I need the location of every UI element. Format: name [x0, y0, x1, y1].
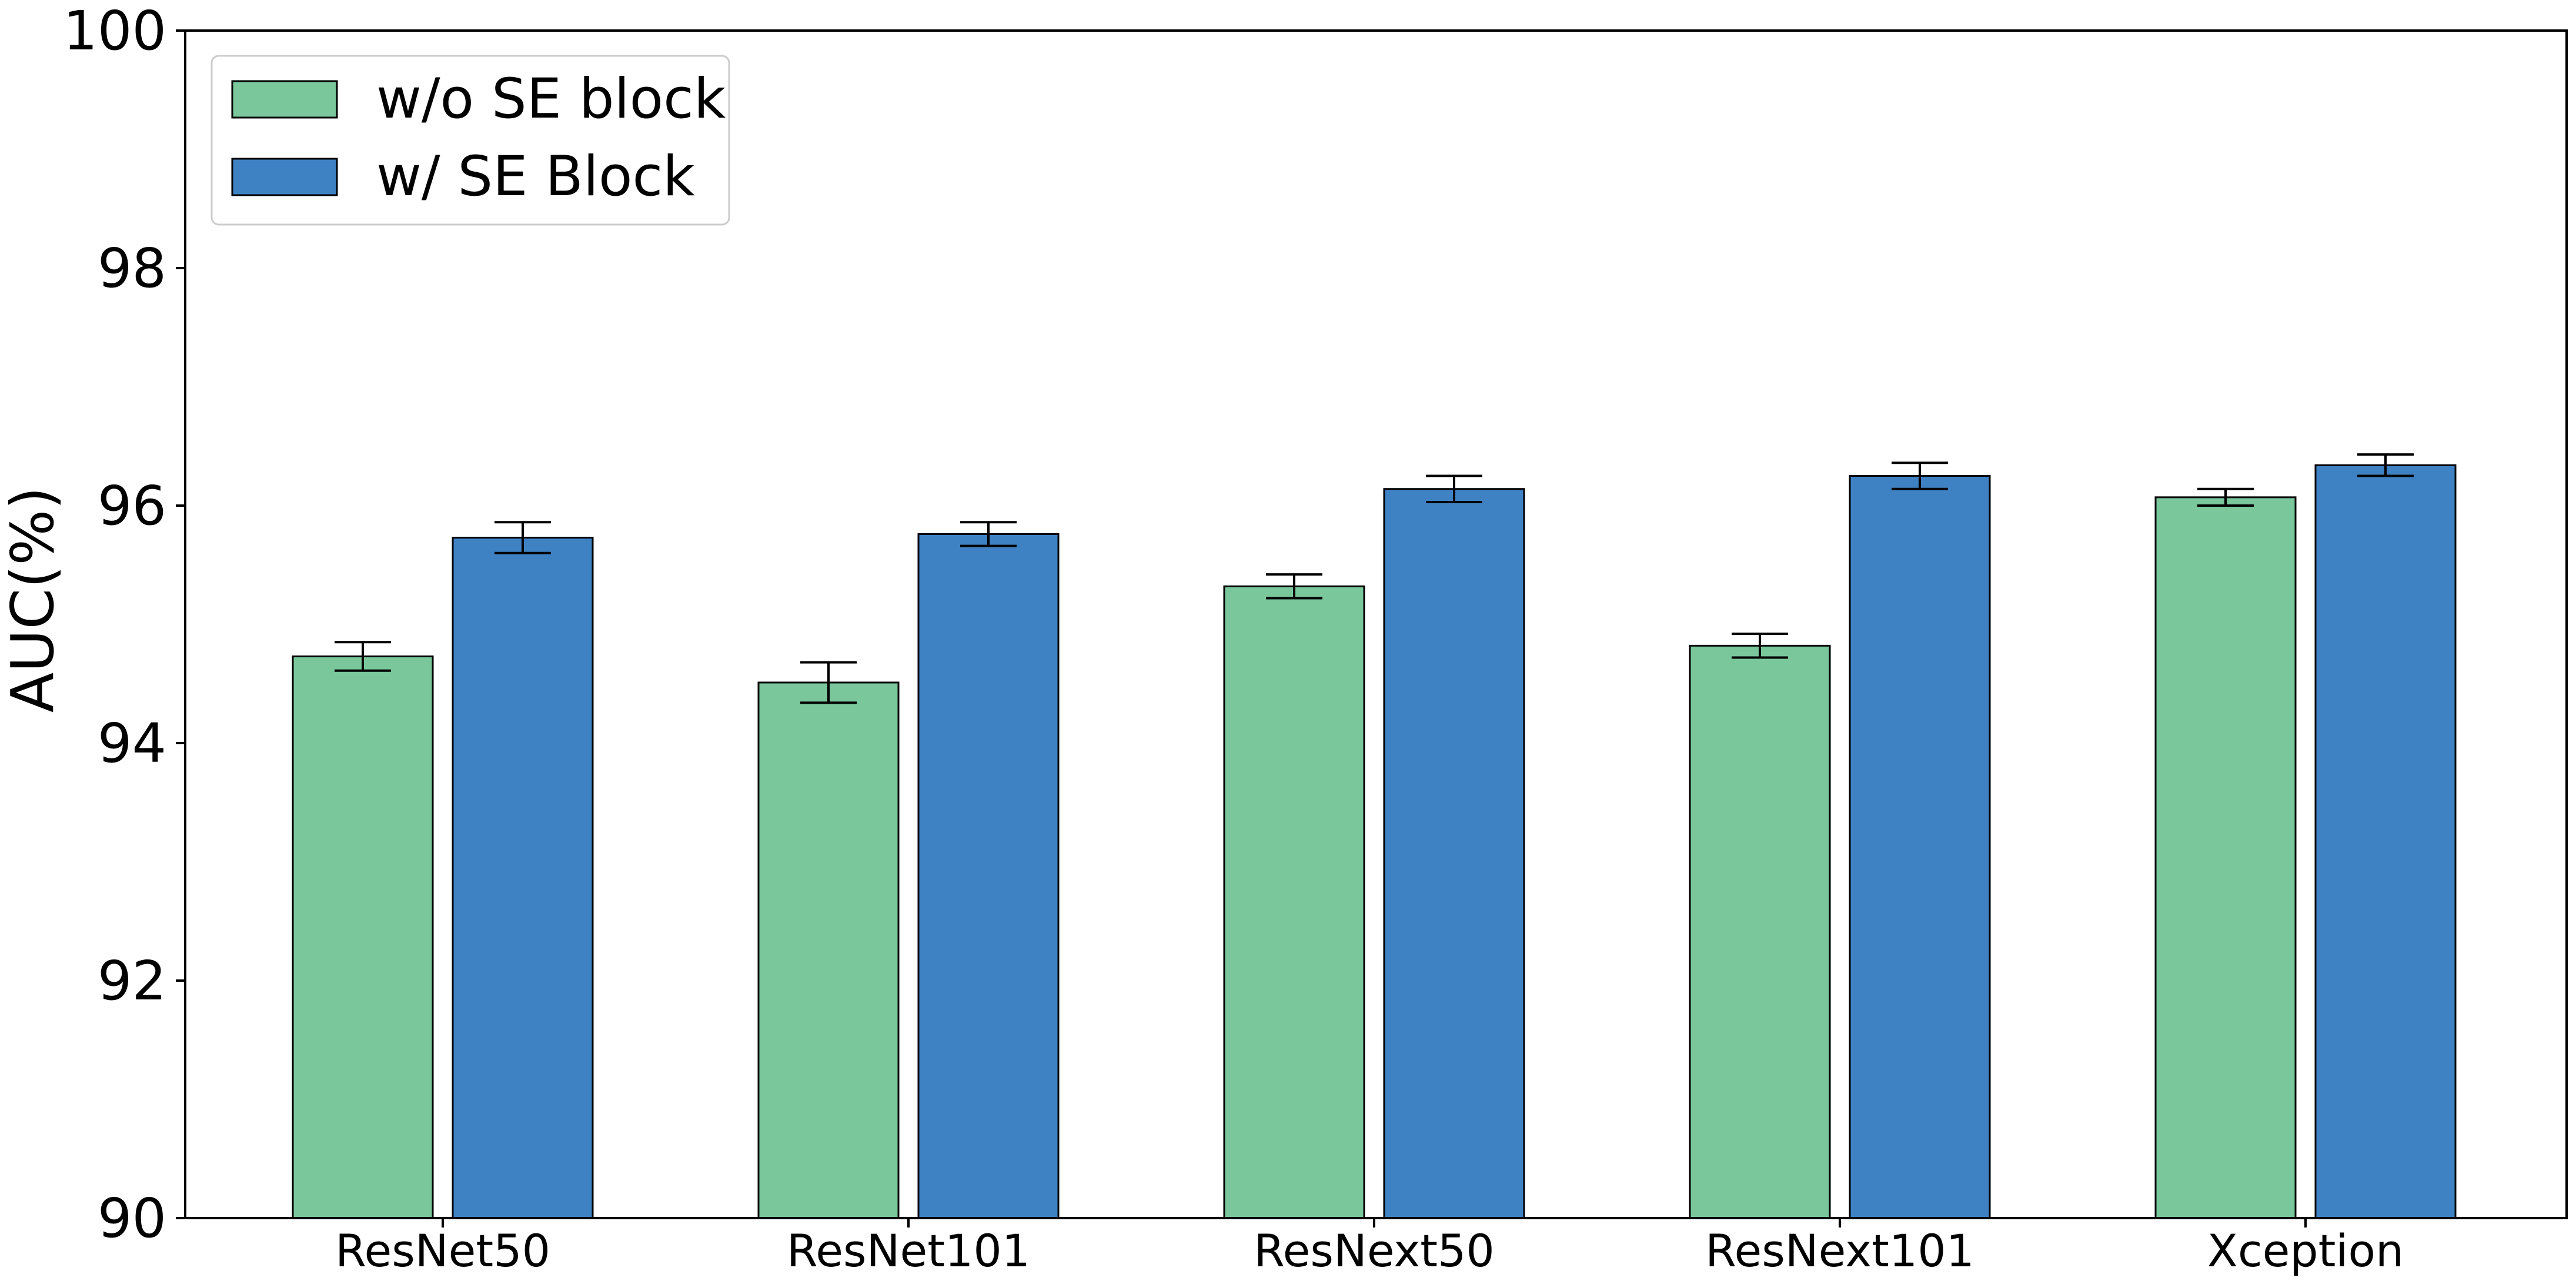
- legend-swatch-series-1: [231, 80, 338, 119]
- legend-entry-series-2: w/ SE Block: [231, 145, 695, 209]
- error-bar-series-2-resnet101: [960, 521, 1017, 547]
- bars-layer: [292, 464, 2457, 1219]
- y-tick-label-98: 98: [98, 237, 166, 300]
- legend-swatch-series-2: [231, 158, 338, 196]
- x-tick-label-resnext50: ResNext50: [1254, 1225, 1495, 1277]
- legend-entry-series-1: w/o SE block: [231, 67, 726, 131]
- y-tick-label-92: 92: [98, 949, 166, 1012]
- y-tick-label-94: 94: [98, 712, 166, 775]
- y-axis-title: AUC(%): [0, 487, 67, 713]
- bar-series-2-resnet101: [917, 533, 1060, 1219]
- bar-series-1-resnet50: [292, 655, 434, 1219]
- error-bars-layer: [335, 453, 2414, 704]
- error-bar-series-1-resnet50: [335, 641, 391, 672]
- bar-series-1-xception: [2154, 496, 2297, 1219]
- error-bar-series-2-resnet50: [495, 521, 551, 554]
- error-bar-series-2-xception: [2357, 453, 2414, 477]
- y-tick-label-90: 90: [98, 1187, 166, 1250]
- error-bar-series-1-resnet101: [800, 661, 857, 704]
- bar-series-2-xception: [2314, 464, 2457, 1219]
- error-bar-series-1-resnext101: [1732, 633, 1788, 659]
- legend-label-series-1: w/o SE block: [376, 67, 726, 131]
- plot-frame: [184, 29, 2568, 1219]
- axes-layer: [184, 29, 2568, 1219]
- x-tick-label-resnext101: ResNext101: [1705, 1225, 1974, 1277]
- error-bar-series-2-resnext101: [1892, 461, 1948, 490]
- error-bar-series-2-resnext50: [1426, 474, 1482, 503]
- error-bar-series-1-xception: [2197, 487, 2254, 507]
- legend-frame: [211, 55, 730, 226]
- bar-series-2-resnext50: [1383, 488, 1525, 1219]
- x-tick-label-resnet50: ResNet50: [335, 1225, 550, 1277]
- bar-series-1-resnext50: [1223, 585, 1365, 1219]
- bar-series-1-resnext101: [1689, 644, 1831, 1219]
- y-tick-label-96: 96: [98, 474, 166, 537]
- bar-series-1-resnet101: [757, 681, 900, 1219]
- legend: w/o SE block w/ SE Block: [211, 55, 730, 226]
- bar-series-2-resnet50: [452, 537, 594, 1219]
- bar-series-2-resnext101: [1849, 475, 1991, 1219]
- error-bar-series-1-resnext50: [1266, 573, 1322, 600]
- legend-label-series-2: w/ SE Block: [376, 145, 695, 209]
- x-tick-label-xception: Xception: [2207, 1225, 2404, 1277]
- y-tick-label-100: 100: [63, 0, 166, 62]
- ticks-layer: 90 92 94 96 98 100 ResNet50 ResNet101 ResNext50 R…: [63, 0, 2404, 1277]
- x-tick-label-resnet101: ResNet101: [787, 1225, 1030, 1277]
